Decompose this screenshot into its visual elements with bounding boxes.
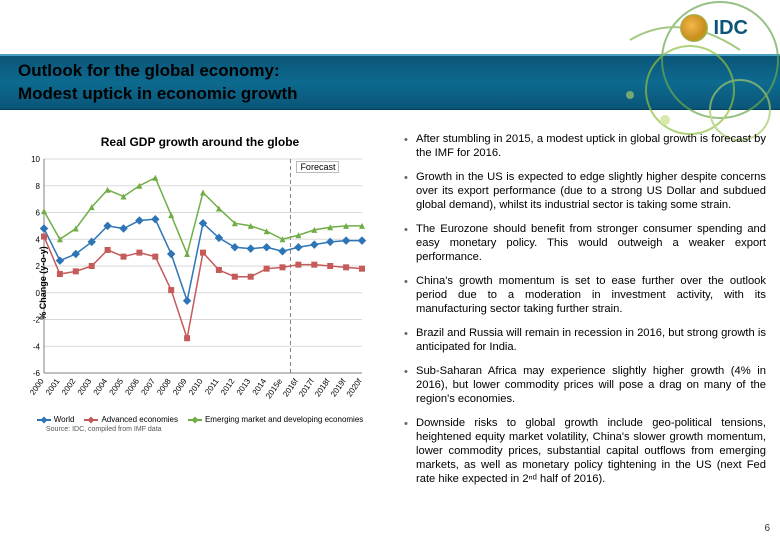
svg-text:2012: 2012: [219, 377, 237, 397]
svg-text:2020f: 2020f: [345, 376, 364, 398]
svg-text:2007: 2007: [139, 377, 157, 397]
bullet-item: •The Eurozone should benefit from strong…: [404, 222, 766, 264]
bullet-item: •After stumbling in 2015, a modest uptic…: [404, 132, 766, 160]
svg-text:-6: -6: [33, 369, 41, 378]
svg-text:2000: 2000: [28, 377, 46, 397]
svg-text:10: 10: [31, 155, 40, 164]
svg-text:2006: 2006: [123, 377, 141, 397]
logo-icon: [680, 14, 708, 42]
page-number: 6: [764, 523, 770, 534]
chart-ylabel: % Change (y-o-y): [38, 246, 48, 320]
chart-plot: -6-4-20246810200020012002200320042005200…: [10, 153, 370, 413]
legend-item: World: [37, 415, 75, 424]
svg-text:2011: 2011: [203, 377, 221, 397]
title-line-1: Outlook for the global economy:: [18, 60, 298, 83]
forecast-label: Forecast: [296, 161, 339, 173]
bullet-item: •China's growth momentum is set to ease …: [404, 274, 766, 316]
svg-text:2002: 2002: [60, 377, 78, 397]
chart-title: Real GDP growth around the globe: [10, 135, 390, 149]
idc-logo: IDC: [680, 14, 748, 42]
svg-text:2001: 2001: [44, 377, 62, 397]
svg-text:2013: 2013: [235, 377, 253, 397]
title-line-2: Modest uptick in economic growth: [18, 83, 298, 106]
bullet-item: •Sub-Saharan Africa may experience sligh…: [404, 364, 766, 406]
svg-text:2008: 2008: [155, 377, 173, 397]
svg-text:4: 4: [36, 235, 41, 244]
logo-text: IDC: [714, 17, 748, 40]
chart-source: Source: IDC, compiled from IMF data: [46, 426, 390, 433]
svg-text:2004: 2004: [92, 377, 110, 397]
svg-text:2016f: 2016f: [281, 376, 300, 398]
chart-legend: World Advanced economies Emerging market a…: [10, 415, 390, 424]
svg-text:2010: 2010: [187, 377, 205, 397]
bullet-item: •Downside risks to global growth include…: [404, 416, 766, 486]
svg-text:2018f: 2018f: [313, 376, 332, 398]
legend-item: Emerging market and developing economies: [188, 415, 363, 424]
svg-text:-4: -4: [33, 342, 41, 351]
bullet-list: •After stumbling in 2015, a modest uptic…: [404, 132, 766, 496]
svg-text:2015e: 2015e: [264, 377, 284, 401]
svg-text:2017f: 2017f: [297, 376, 316, 398]
bullet-item: •Brazil and Russia will remain in recess…: [404, 326, 766, 354]
bullet-item: •Growth in the US is expected to edge sl…: [404, 170, 766, 212]
svg-text:6: 6: [36, 209, 41, 218]
svg-text:2019f: 2019f: [329, 376, 348, 398]
gdp-chart: Real GDP growth around the globe % Chang…: [10, 135, 390, 461]
svg-text:2009: 2009: [171, 377, 189, 397]
slide-title: Outlook for the global economy: Modest u…: [18, 60, 298, 106]
svg-text:2005: 2005: [108, 377, 126, 397]
legend-item: Advanced economies: [84, 415, 178, 424]
svg-text:2003: 2003: [76, 377, 94, 397]
svg-text:8: 8: [36, 182, 41, 191]
